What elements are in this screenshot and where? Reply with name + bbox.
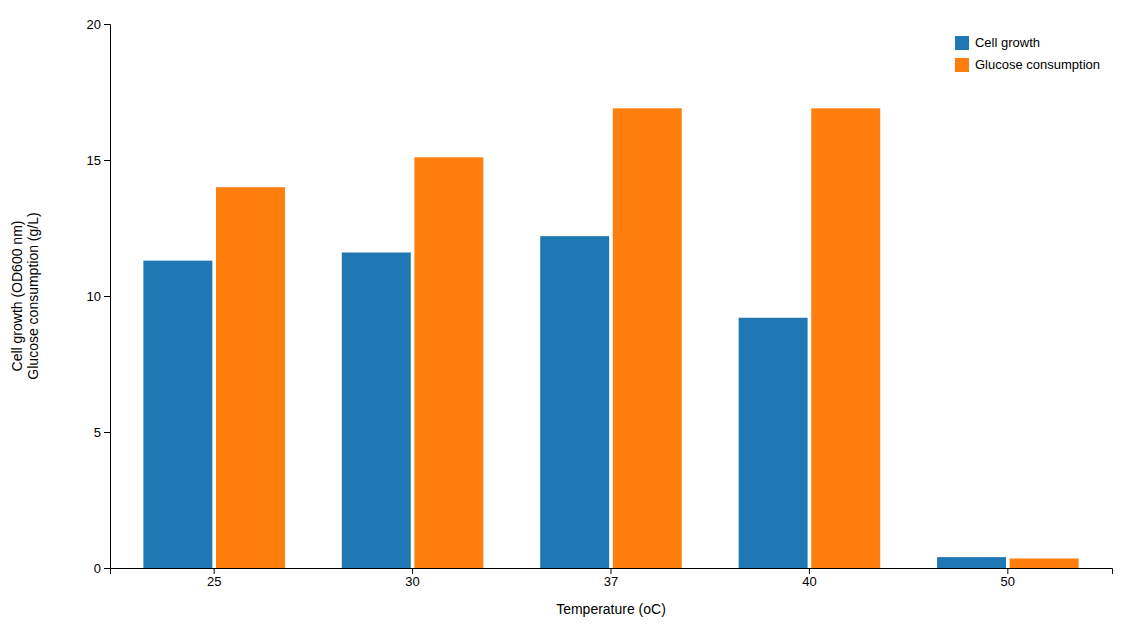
plot: 25 30 37 40 50 0 5 10 15 20 Cell growth Glucose con… — [87, 17, 1113, 590]
y-axis: 0 5 10 15 20 — [87, 17, 111, 576]
tick-label: 30 — [405, 574, 419, 589]
legend: Cell growth Glucose consumption — [955, 35, 1100, 72]
tick-mark — [412, 568, 413, 574]
tick: 30 — [405, 568, 419, 589]
tick-label: 40 — [802, 574, 816, 589]
tick-label: 37 — [604, 574, 618, 589]
tick: 25 — [207, 568, 221, 589]
tick-label: 50 — [1001, 574, 1015, 589]
tick-label: 20 — [87, 17, 101, 32]
legend-text: Cell growth — [975, 35, 1040, 50]
x-axis-title: Temperature (oC) — [556, 601, 666, 617]
axis-line — [104, 25, 111, 569]
bar — [739, 318, 808, 568]
tick-mark — [104, 24, 110, 25]
bar — [143, 261, 212, 568]
axis-line — [111, 569, 1113, 575]
tick-mark — [809, 568, 810, 574]
tick: 20 — [87, 17, 110, 32]
legend-item: Glucose consumption — [955, 57, 1100, 72]
legend-swatch — [955, 36, 969, 50]
tick: 37 — [604, 568, 618, 589]
legend-item: Cell growth — [955, 35, 1040, 50]
tick-label: 10 — [87, 289, 101, 304]
chart: 25 30 37 40 50 0 5 10 15 20 Cell growth Glucose con… — [0, 0, 1136, 632]
y-axis-title: Cell growth (OD600 nm)Glucose consumptio… — [9, 212, 42, 379]
bar — [216, 187, 285, 568]
bar — [613, 108, 682, 568]
tick-mark — [1007, 568, 1008, 574]
tick-mark — [104, 296, 110, 297]
legend-text: Glucose consumption — [975, 57, 1100, 72]
tick-mark — [611, 568, 612, 574]
tick: 40 — [802, 568, 816, 589]
tick-mark — [104, 568, 110, 569]
bars — [143, 108, 1078, 568]
tick-label: 15 — [87, 153, 101, 168]
tick-label: 0 — [94, 561, 101, 576]
tick: 50 — [1001, 568, 1015, 589]
legend-swatch — [955, 58, 969, 72]
bar-series — [216, 108, 1079, 568]
tick-label: 5 — [94, 425, 101, 440]
tick: 5 — [94, 425, 110, 440]
tick: 15 — [87, 153, 110, 168]
tick: 0 — [94, 561, 110, 576]
tick-mark — [104, 160, 110, 161]
tick-label: 25 — [207, 574, 221, 589]
bar — [937, 557, 1006, 568]
bar — [414, 157, 483, 568]
bar — [811, 108, 880, 568]
tick: 10 — [87, 289, 110, 304]
bar — [1010, 558, 1079, 568]
bar — [540, 236, 609, 568]
bar — [342, 252, 411, 568]
tick-mark — [104, 432, 110, 433]
tick-mark — [214, 568, 215, 574]
x-axis: 25 30 37 40 50 — [111, 568, 1113, 589]
